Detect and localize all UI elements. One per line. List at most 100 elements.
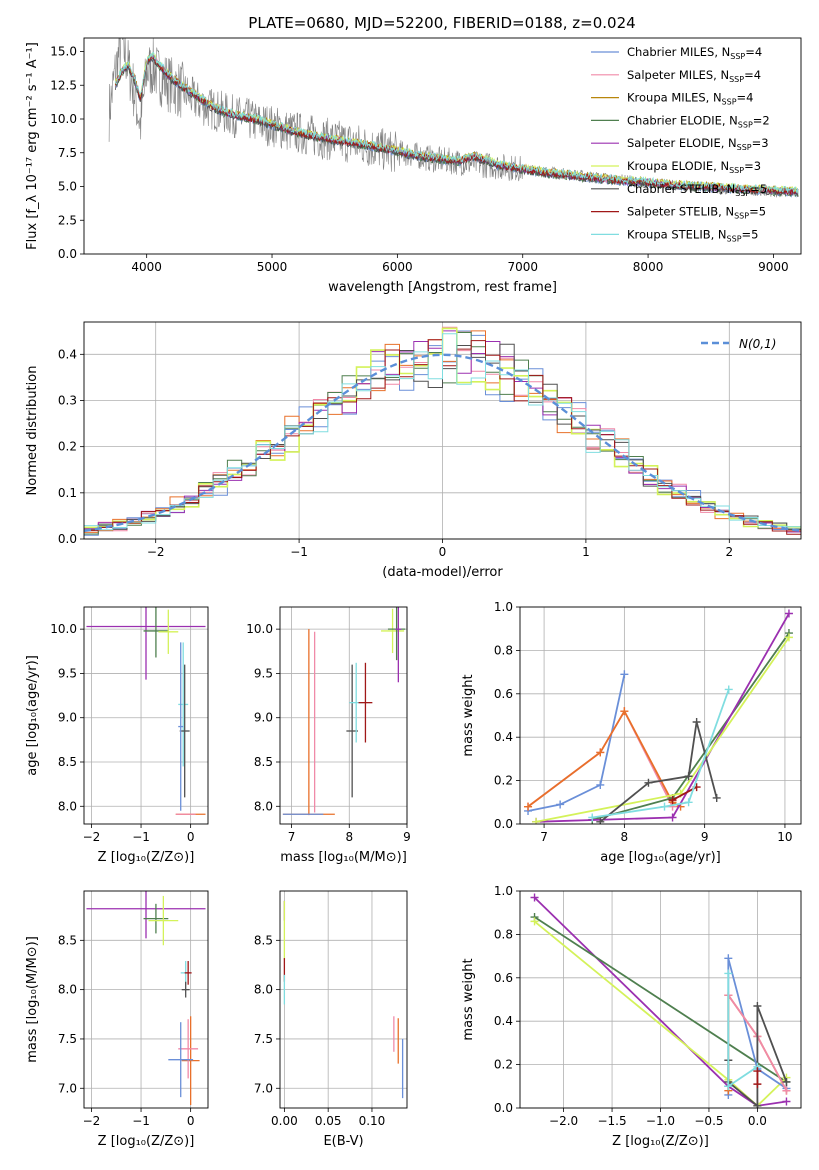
legend-entry: Kroupa MILES, NSSP=4 (627, 91, 753, 107)
plus-marker (684, 798, 693, 807)
y-tick-label: 8.0 (58, 983, 77, 997)
legend-entry: Salpeter STELIB, NSSP=5 (627, 205, 766, 221)
error-bar-point (395, 607, 402, 683)
error-bar-point (86, 891, 206, 939)
plus-marker (620, 670, 629, 679)
legend-entry: Kroupa ELODIE, NSSP=3 (627, 159, 761, 175)
y-tick-label: 0.4 (494, 730, 513, 744)
x-tick-label: 9 (701, 830, 709, 844)
axes-frame (279, 890, 408, 1109)
y-tick-label: 1.0 (494, 884, 513, 898)
y-tick-label: 10.0 (246, 622, 273, 636)
y-tick-label: 8.0 (254, 799, 273, 813)
y-tick-label: 8.0 (58, 799, 77, 813)
error-bar-point (184, 961, 192, 985)
weight-line (592, 689, 730, 819)
x-tick-label: 5000 (257, 260, 288, 274)
y-tick-label: 0.6 (494, 971, 513, 985)
axes-frame (519, 890, 802, 1109)
x-tick-label: 2 (725, 545, 733, 559)
panel-weight-vs-Z: −2.0 −1.5 −1.0 −0.5 0.0 0.0 0.2 0.4 0.6 0.8 1.0 Z [… (461, 884, 802, 1149)
plot-area (86, 891, 206, 1106)
weight-line (527, 709, 682, 808)
y-tick-label: 0.6 (494, 687, 513, 701)
plus-marker (724, 685, 733, 694)
error-bar-point (143, 903, 169, 934)
panel-mass-vs-Z: −2 −1 0 7.0 7.5 8.0 8.5 Z [log₁₀(Z/Z⊙)] mass [lo… (25, 890, 209, 1149)
plus-marker (596, 748, 605, 757)
x-tick-label: 6000 (382, 260, 413, 274)
plus-marker (668, 796, 677, 805)
weight-line (535, 636, 790, 823)
plus-marker (782, 1086, 791, 1095)
x-tick-label: 0.00 (271, 1114, 298, 1128)
error-bar-point (178, 642, 184, 811)
plus-marker (712, 793, 721, 802)
error-bar-point (381, 608, 405, 654)
panel-mass-vs-EBV: 0.00 0.05 0.10 7.0 7.5 8.0 8.5 E(B-V) (254, 890, 408, 1149)
x-tick-label: 8 (621, 830, 629, 844)
y-tick-label: 0.1 (58, 486, 77, 500)
legend-entry: Chabrier MILES, NSSP=4 (627, 45, 762, 61)
x-tick-label: 0 (187, 1114, 195, 1128)
x-tick-label: −1 (132, 830, 150, 844)
x-tick-label: −2.0 (549, 1114, 578, 1128)
y-axis-label: age [log₁₀(age/yr)] (25, 655, 40, 776)
weight-line (534, 916, 787, 1083)
plot-area (282, 607, 406, 816)
y-tick-label: 0.0 (58, 247, 77, 261)
weight-line (527, 674, 626, 812)
y-tick-label: 0.0 (58, 532, 77, 546)
panel-residuals: −2 −1 0 1 2 0.0 0.1 0.2 0.3 0.4 (data-model)/error… (25, 321, 802, 580)
x-tick-label: −1 (290, 545, 308, 559)
error-bar-point (86, 607, 206, 680)
x-tick-label: −2 (83, 830, 101, 844)
y-tick-label: 12.5 (50, 78, 77, 92)
y-tick-label: 7.5 (254, 1032, 273, 1046)
legend-entry: N(0,1) (739, 337, 776, 351)
weight-line (592, 632, 790, 821)
axes-frame (279, 606, 408, 825)
axes-frame (83, 606, 209, 825)
x-tick-label: −2 (147, 545, 165, 559)
model-spectrum-line (114, 54, 799, 195)
plus-marker (556, 800, 565, 809)
plus-marker (660, 802, 669, 811)
panel-spectrum: 4000 5000 6000 7000 8000 9000 0.0 2.5 5.0 7.5 10.0… (25, 37, 802, 295)
x-tick-label: 0.10 (359, 1114, 386, 1128)
plot-area (524, 609, 793, 824)
plus-marker (532, 817, 541, 824)
x-tick-label: 9000 (758, 260, 789, 274)
y-tick-label: 7.0 (58, 1081, 77, 1095)
y-tick-label: 0.3 (58, 393, 77, 407)
y-axis-label: Flux [f_λ 10⁻¹⁷ erg cm⁻² s⁻¹ A⁻¹] (25, 42, 40, 250)
x-tick-label: 0.05 (315, 1114, 342, 1128)
plus-marker (753, 1067, 762, 1076)
plus-marker (724, 954, 733, 963)
plus-marker (620, 707, 629, 716)
plus-marker (668, 813, 677, 822)
x-tick-label: 0 (439, 545, 447, 559)
x-tick-label: 0.0 (748, 1114, 767, 1128)
y-axis-label: mass weight (461, 958, 476, 1040)
plus-marker (753, 1002, 762, 1011)
y-tick-label: 8.5 (58, 755, 77, 769)
x-axis-label: age [log₁₀(age/yr)] (600, 850, 721, 865)
plot-area (84, 326, 801, 536)
panel-age-vs-Z: −2 −1 0 8.0 8.5 9.0 9.5 10.0 Z [log₁₀(Z/Z⊙)] age … (25, 606, 209, 865)
weight-line (527, 709, 674, 808)
plus-marker (784, 609, 793, 618)
y-tick-label: 9.5 (58, 666, 77, 680)
x-tick-label: −1 (132, 1114, 150, 1128)
y-tick-label: 0.2 (494, 774, 513, 788)
plus-marker (724, 1082, 733, 1091)
y-axis-label: Normed distribution (25, 366, 40, 496)
y-axis-label: mass [log₁₀(M/M⊙)] (25, 936, 40, 1063)
y-tick-label: 0.0 (494, 1101, 513, 1115)
panel-age-vs-mass: 7 8 9 8.0 8.5 9.0 9.5 10.0 mass [log₁₀(M/M⊙)] (246, 606, 411, 865)
y-tick-label: 0.4 (58, 347, 77, 361)
x-axis-label: Z [log₁₀(Z/Z⊙)] (612, 1134, 709, 1149)
x-tick-label: −1.5 (597, 1114, 626, 1128)
x-tick-label: 7 (288, 830, 296, 844)
